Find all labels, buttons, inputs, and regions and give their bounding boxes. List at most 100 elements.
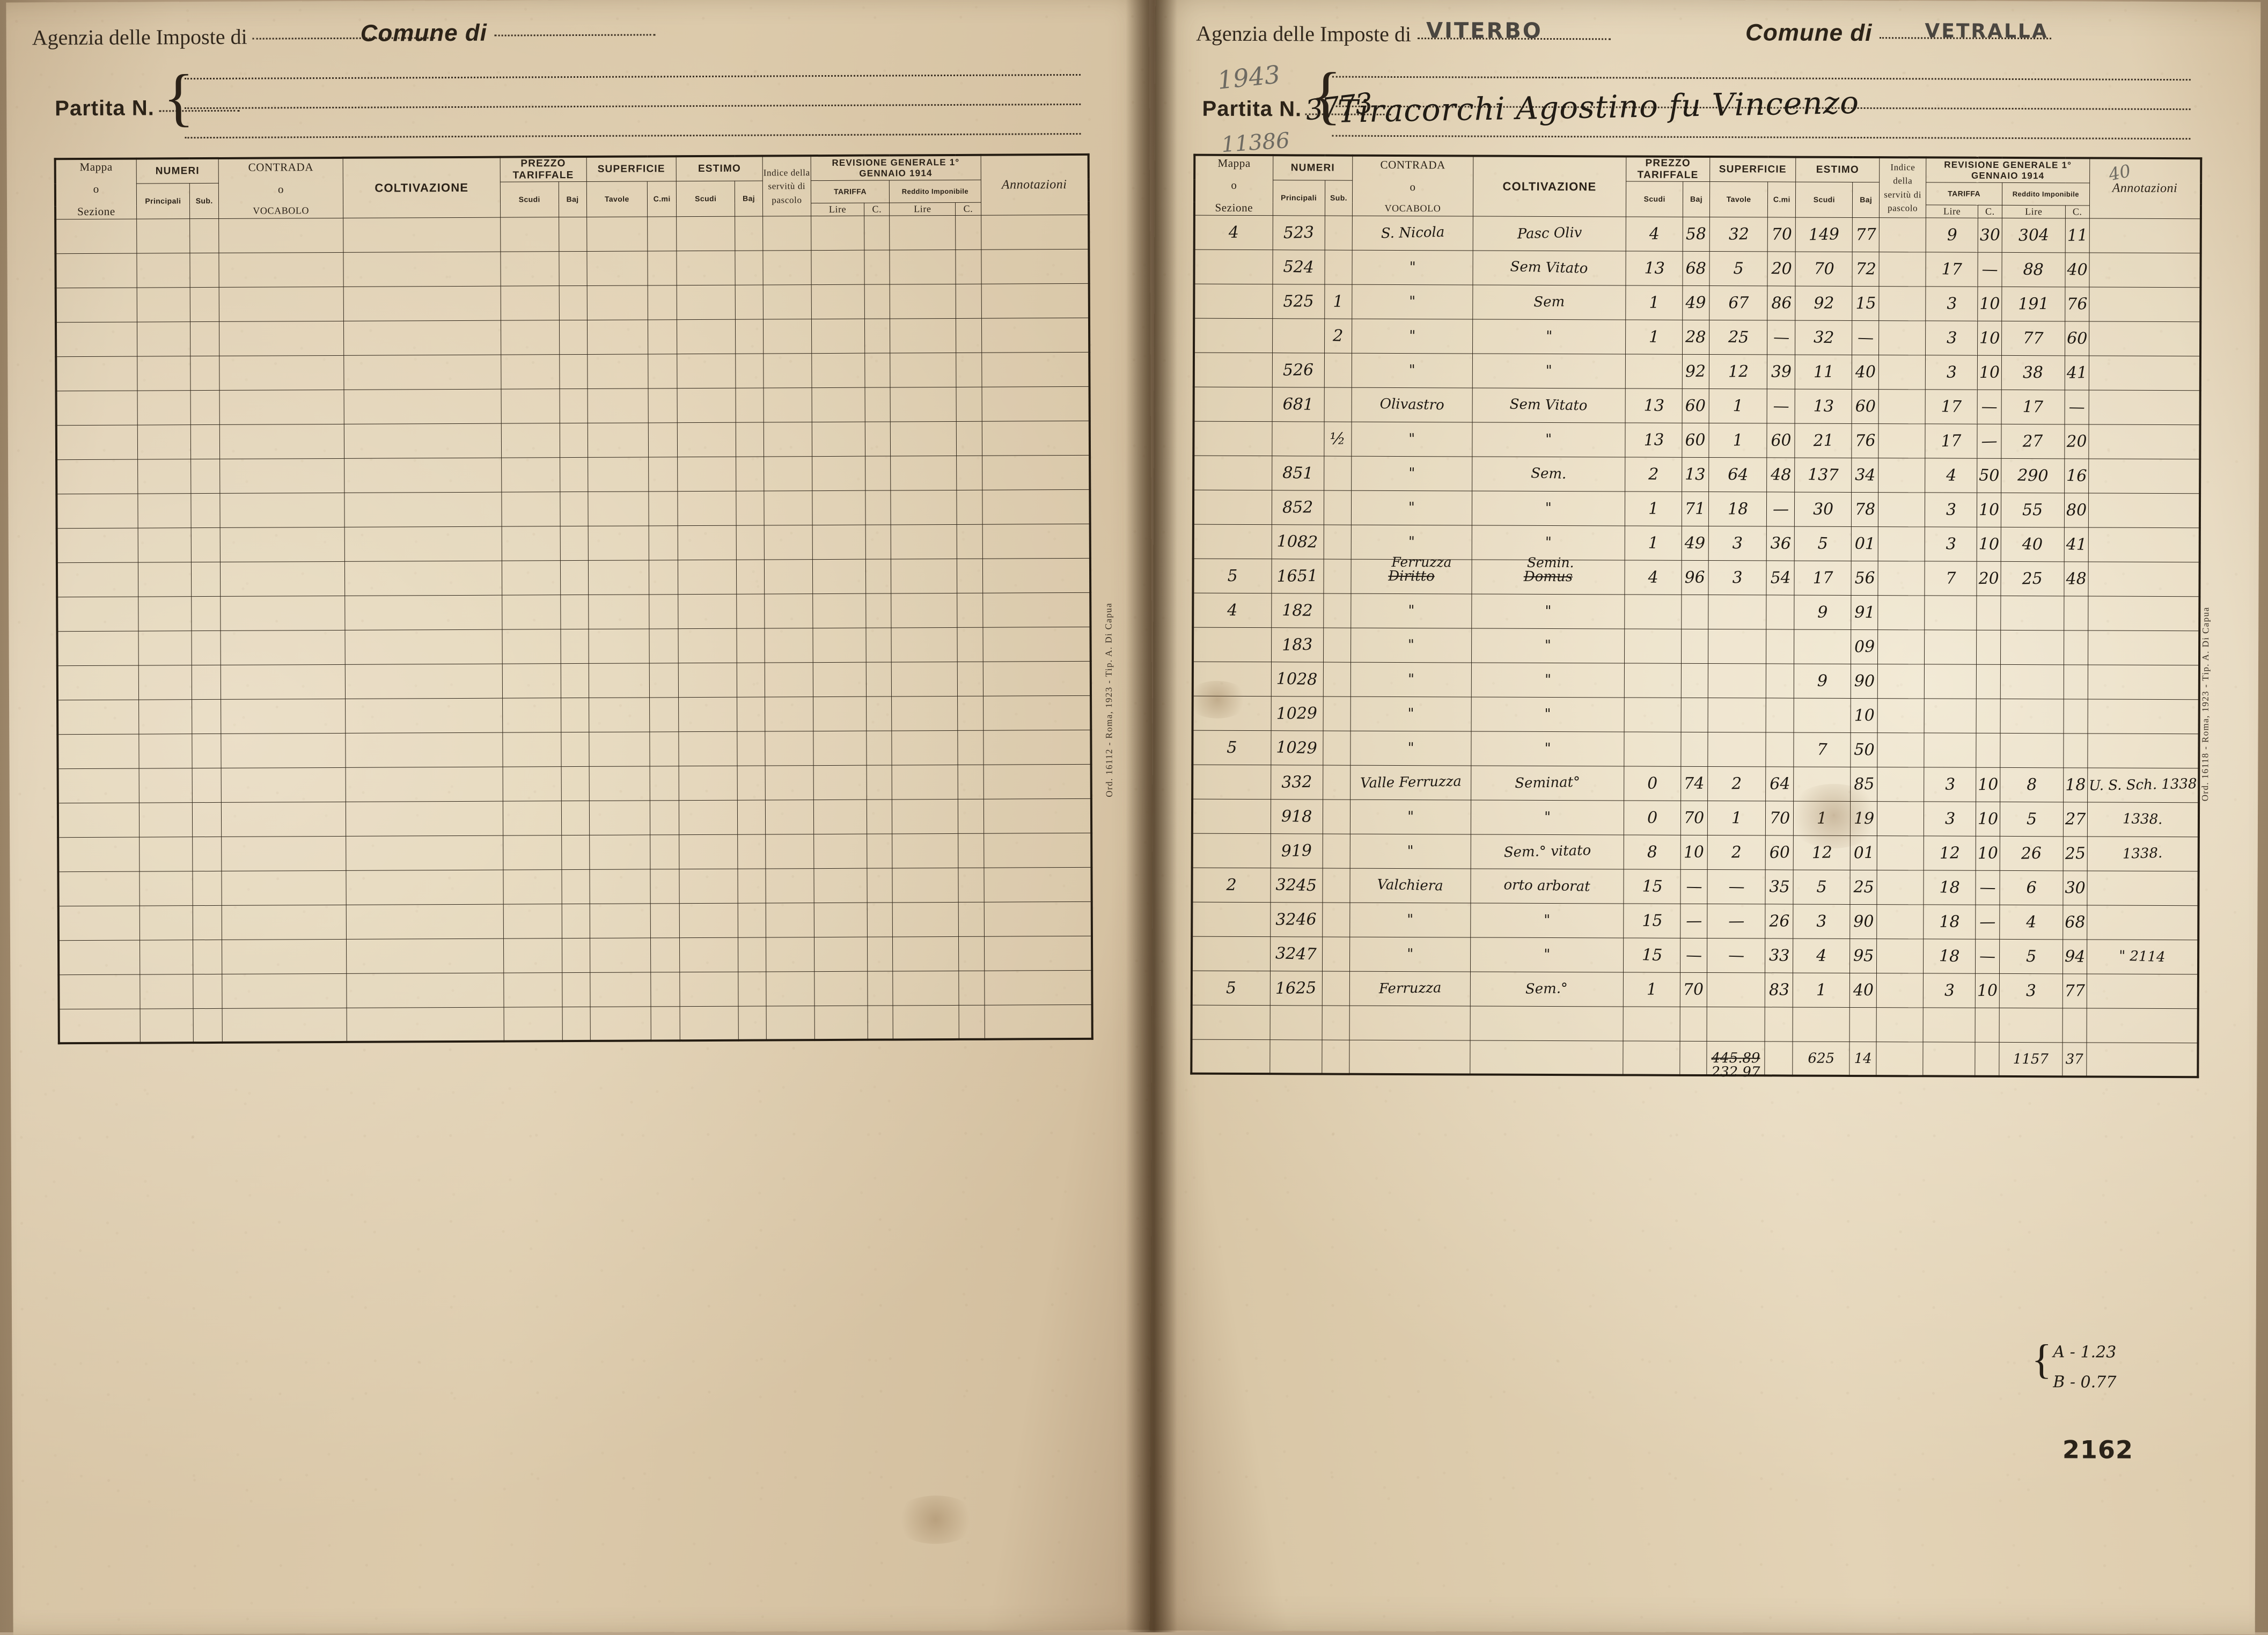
cell-reddito-lire[interactable]: 3 bbox=[1999, 973, 2063, 1008]
cell-superficie-tavole[interactable] bbox=[1707, 972, 1765, 1007]
cell-principali[interactable]: 524 bbox=[1272, 250, 1325, 284]
cell[interactable] bbox=[560, 595, 589, 629]
cell-reddito-lire[interactable] bbox=[1999, 1008, 2063, 1043]
cell-prezzo-scudi[interactable]: 1 bbox=[1623, 972, 1680, 1007]
cell[interactable] bbox=[957, 559, 983, 593]
cell-superficie-cmi[interactable]: — bbox=[1767, 320, 1795, 355]
cell[interactable] bbox=[892, 799, 958, 834]
cell[interactable] bbox=[762, 216, 811, 251]
cell-principali[interactable]: 681 bbox=[1272, 387, 1324, 422]
cell-sub[interactable] bbox=[1322, 868, 1350, 903]
cell-sezione[interactable] bbox=[1192, 833, 1271, 868]
cell[interactable] bbox=[677, 285, 736, 320]
cell-tariffa-lire[interactable] bbox=[1925, 595, 1977, 630]
cell[interactable] bbox=[561, 904, 590, 939]
cell[interactable] bbox=[890, 421, 957, 456]
cell[interactable] bbox=[735, 284, 764, 320]
cell-superficie-tavole[interactable]: 1 bbox=[1708, 423, 1767, 458]
cell[interactable] bbox=[890, 284, 956, 319]
table-row[interactable]: 5 1029 " " 7 50 bbox=[1192, 730, 2199, 768]
cell-prezzo-baj[interactable]: 49 bbox=[1683, 285, 1709, 320]
cell[interactable] bbox=[813, 868, 868, 903]
cell-estimo-scudi[interactable]: 92 bbox=[1795, 285, 1853, 321]
cell-reddito-lire[interactable]: 8 bbox=[2000, 767, 2064, 802]
cell-annotazioni[interactable] bbox=[2088, 424, 2200, 459]
cell[interactable] bbox=[736, 559, 765, 595]
cell[interactable] bbox=[559, 251, 587, 286]
table-row[interactable]: 4 182 " " 9 91 bbox=[1193, 593, 2200, 631]
cell[interactable] bbox=[344, 492, 502, 527]
cell[interactable] bbox=[677, 354, 736, 388]
cell[interactable] bbox=[983, 798, 1092, 834]
cell-superficie-tavole[interactable]: 1 bbox=[1708, 388, 1767, 423]
cell-prezzo-scudi[interactable] bbox=[1624, 594, 1682, 629]
cell[interactable] bbox=[559, 217, 587, 252]
cell[interactable] bbox=[765, 628, 813, 663]
cell[interactable] bbox=[222, 870, 347, 906]
cell-principali[interactable]: 1082 bbox=[1271, 524, 1324, 559]
cell[interactable] bbox=[56, 390, 138, 426]
cell[interactable] bbox=[867, 833, 893, 869]
cell-prezzo-scudi[interactable] bbox=[1623, 1006, 1680, 1042]
cell-annotazioni[interactable] bbox=[2089, 218, 2201, 253]
cell-tariffa-c[interactable]: 10 bbox=[1977, 287, 2002, 321]
cell[interactable] bbox=[589, 834, 650, 870]
cell[interactable] bbox=[503, 869, 562, 905]
table-row[interactable]: 2 3245 Valchiera orto arborat 15 — — 35 5 25 18 — 6 3… bbox=[1192, 868, 2199, 906]
cell[interactable] bbox=[344, 595, 502, 630]
cell[interactable] bbox=[957, 593, 983, 628]
cell-superficie-cmi[interactable]: 70 bbox=[1765, 801, 1794, 835]
cell-tariffa-c[interactable]: — bbox=[1975, 870, 2000, 905]
cell[interactable] bbox=[502, 595, 561, 630]
cell-superficie-tavole[interactable] bbox=[1707, 732, 1766, 767]
cell-reddito-c[interactable]: 94 bbox=[2063, 939, 2087, 974]
cell[interactable] bbox=[957, 627, 983, 662]
cell-estimo-baj[interactable]: 91 bbox=[1851, 595, 1878, 630]
cell[interactable] bbox=[763, 353, 812, 388]
cell-sezione[interactable]: 5 bbox=[1192, 730, 1271, 765]
cell-reddito-c[interactable]: 16 bbox=[2064, 458, 2089, 493]
cell-superficie-cmi[interactable] bbox=[1766, 698, 1794, 732]
cell-estimo-baj[interactable] bbox=[1849, 1007, 1877, 1042]
cell[interactable] bbox=[649, 525, 678, 560]
cell-reddito-lire[interactable]: 5 bbox=[1999, 939, 2063, 974]
cell[interactable] bbox=[56, 493, 138, 529]
cell[interactable] bbox=[813, 834, 868, 869]
cell[interactable] bbox=[56, 562, 138, 597]
table-row[interactable]: 5 1625 Ferruzza Sem.° 1 70 83 1 40 3 10 3 77 bbox=[1191, 971, 2198, 1009]
cell[interactable] bbox=[764, 525, 813, 560]
cell[interactable] bbox=[766, 868, 814, 903]
cell-principali[interactable]: 3245 bbox=[1270, 868, 1323, 903]
cell[interactable] bbox=[57, 630, 139, 666]
cell-contrada[interactable]: " bbox=[1352, 422, 1472, 457]
cell[interactable] bbox=[589, 731, 650, 767]
cell-superficie-cmi[interactable]: 86 bbox=[1767, 285, 1796, 320]
cell[interactable] bbox=[561, 732, 589, 767]
cell[interactable] bbox=[735, 216, 763, 251]
cell-tariffa-lire[interactable]: 17 bbox=[1926, 252, 1978, 287]
cell[interactable] bbox=[957, 490, 982, 525]
cell[interactable] bbox=[984, 1005, 1092, 1040]
cell-superficie-cmi[interactable]: 26 bbox=[1765, 904, 1794, 939]
cell[interactable] bbox=[57, 768, 140, 803]
cell[interactable] bbox=[955, 215, 981, 250]
cell[interactable] bbox=[864, 250, 890, 285]
cell[interactable] bbox=[958, 936, 985, 971]
cell-sub[interactable] bbox=[1324, 456, 1352, 491]
cell-sub[interactable] bbox=[1323, 730, 1351, 766]
cell[interactable] bbox=[957, 524, 982, 559]
cell[interactable] bbox=[345, 698, 503, 734]
cell[interactable] bbox=[560, 457, 588, 492]
cell[interactable] bbox=[765, 834, 814, 869]
cell[interactable] bbox=[503, 972, 562, 1008]
cell-tariffa-c[interactable] bbox=[1976, 664, 2001, 699]
cell[interactable] bbox=[765, 696, 813, 731]
cell-prezzo-scudi[interactable]: 4 bbox=[1625, 560, 1682, 595]
cell-prezzo-scudi[interactable] bbox=[1625, 354, 1683, 389]
cell-sub[interactable] bbox=[1323, 765, 1351, 800]
cell-estimo-scudi[interactable]: 1 bbox=[1793, 801, 1851, 836]
cell[interactable] bbox=[959, 971, 985, 1006]
cell-reddito-c[interactable]: 77 bbox=[2063, 973, 2087, 1008]
cell[interactable] bbox=[983, 901, 1092, 937]
cell-superficie-tavole[interactable]: 2 bbox=[1707, 766, 1766, 801]
